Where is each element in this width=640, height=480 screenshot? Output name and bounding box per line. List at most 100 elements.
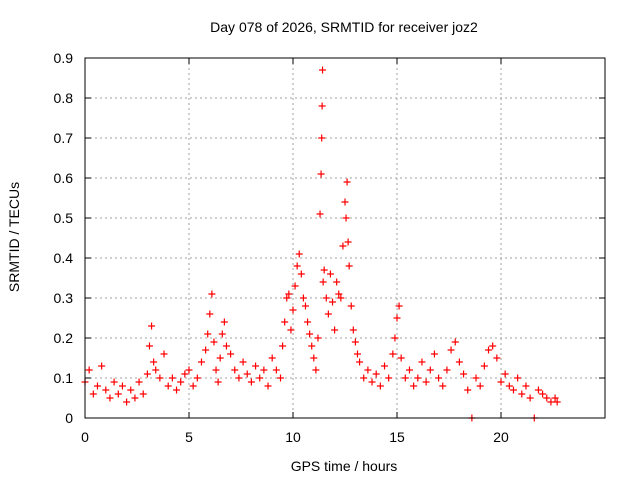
data-point <box>181 370 189 378</box>
data-point <box>317 170 325 178</box>
data-point <box>422 378 430 386</box>
data-point <box>356 358 364 366</box>
data-point <box>430 350 438 358</box>
data-point <box>189 382 197 390</box>
data-point <box>206 310 214 318</box>
x-axis-label: GPS time / hours <box>291 458 398 474</box>
data-point <box>152 366 160 374</box>
data-point <box>118 382 126 390</box>
data-point <box>401 374 409 382</box>
data-point <box>252 362 260 370</box>
data-point <box>509 386 517 394</box>
data-point <box>547 398 555 406</box>
data-point <box>204 330 212 338</box>
data-point <box>131 394 139 402</box>
data-point <box>337 294 345 302</box>
y-tick-label: 0.3 <box>54 290 74 306</box>
data-point <box>285 290 293 298</box>
data-point <box>106 394 114 402</box>
data-point <box>522 382 530 390</box>
data-point <box>472 374 480 382</box>
data-point <box>164 382 172 390</box>
data-point <box>539 390 547 398</box>
data-point <box>405 366 413 374</box>
data-point <box>393 314 401 322</box>
data-point <box>127 386 135 394</box>
data-point <box>297 270 305 278</box>
x-tick-label: 20 <box>493 429 509 445</box>
data-point <box>451 338 459 346</box>
data-point <box>485 346 493 354</box>
data-point <box>364 366 372 374</box>
data-point <box>193 374 201 382</box>
data-point <box>256 374 264 382</box>
data-point <box>339 242 347 250</box>
data-point <box>426 366 434 374</box>
data-point <box>135 378 143 386</box>
data-point <box>98 362 106 370</box>
x-tick-label: 0 <box>81 429 89 445</box>
data-point <box>210 338 218 346</box>
data-point <box>185 366 193 374</box>
data-point <box>281 318 289 326</box>
data-point <box>287 326 295 334</box>
data-point <box>418 358 426 366</box>
data-point <box>291 282 299 290</box>
data-point <box>391 334 399 342</box>
data-point <box>553 398 561 406</box>
data-point <box>85 366 93 374</box>
data-point <box>123 398 131 406</box>
data-point <box>329 298 337 306</box>
data-point <box>514 374 522 382</box>
data-point <box>177 378 185 386</box>
data-point <box>93 382 101 390</box>
data-point <box>160 350 168 358</box>
data-point <box>385 374 393 382</box>
data-point <box>349 326 357 334</box>
data-point <box>372 370 380 378</box>
data-point <box>455 358 463 366</box>
data-point <box>227 350 235 358</box>
data-point <box>333 278 341 286</box>
plot-frame <box>84 57 606 419</box>
data-point <box>143 370 151 378</box>
data-point <box>264 382 272 390</box>
y-axis-label: SRMTID / TECUs <box>6 182 22 292</box>
x-tick-label: 15 <box>389 429 405 445</box>
data-point <box>218 330 226 338</box>
data-point <box>168 374 176 382</box>
data-point <box>150 358 158 366</box>
chart-title: Day 078 of 2026, SRMTID for receiver joz… <box>210 19 478 35</box>
y-tick-label: 0.7 <box>54 130 74 146</box>
data-point <box>247 378 255 386</box>
y-tick-label: 0.5 <box>54 210 74 226</box>
data-point <box>102 386 110 394</box>
data-point <box>353 350 361 358</box>
data-point <box>222 342 230 350</box>
y-tick-label: 0.1 <box>54 370 74 386</box>
data-point <box>299 294 307 302</box>
data-point <box>551 394 559 402</box>
data-point <box>368 378 376 386</box>
points-layer <box>81 66 561 422</box>
data-point <box>268 354 276 362</box>
data-point <box>306 330 314 338</box>
data-point <box>342 214 350 222</box>
data-point <box>277 374 285 382</box>
data-point <box>239 358 247 366</box>
data-point <box>480 362 488 370</box>
data-point <box>139 390 147 398</box>
data-point <box>381 362 389 370</box>
data-point <box>289 306 297 314</box>
data-point <box>316 210 324 218</box>
data-point <box>156 374 164 382</box>
data-point <box>497 378 505 386</box>
data-point <box>435 374 443 382</box>
data-point <box>89 390 97 398</box>
data-point <box>319 278 327 286</box>
data-point <box>173 386 181 394</box>
data-point <box>395 302 403 310</box>
data-point <box>216 354 224 362</box>
y-tick-label: 0.9 <box>54 50 74 66</box>
